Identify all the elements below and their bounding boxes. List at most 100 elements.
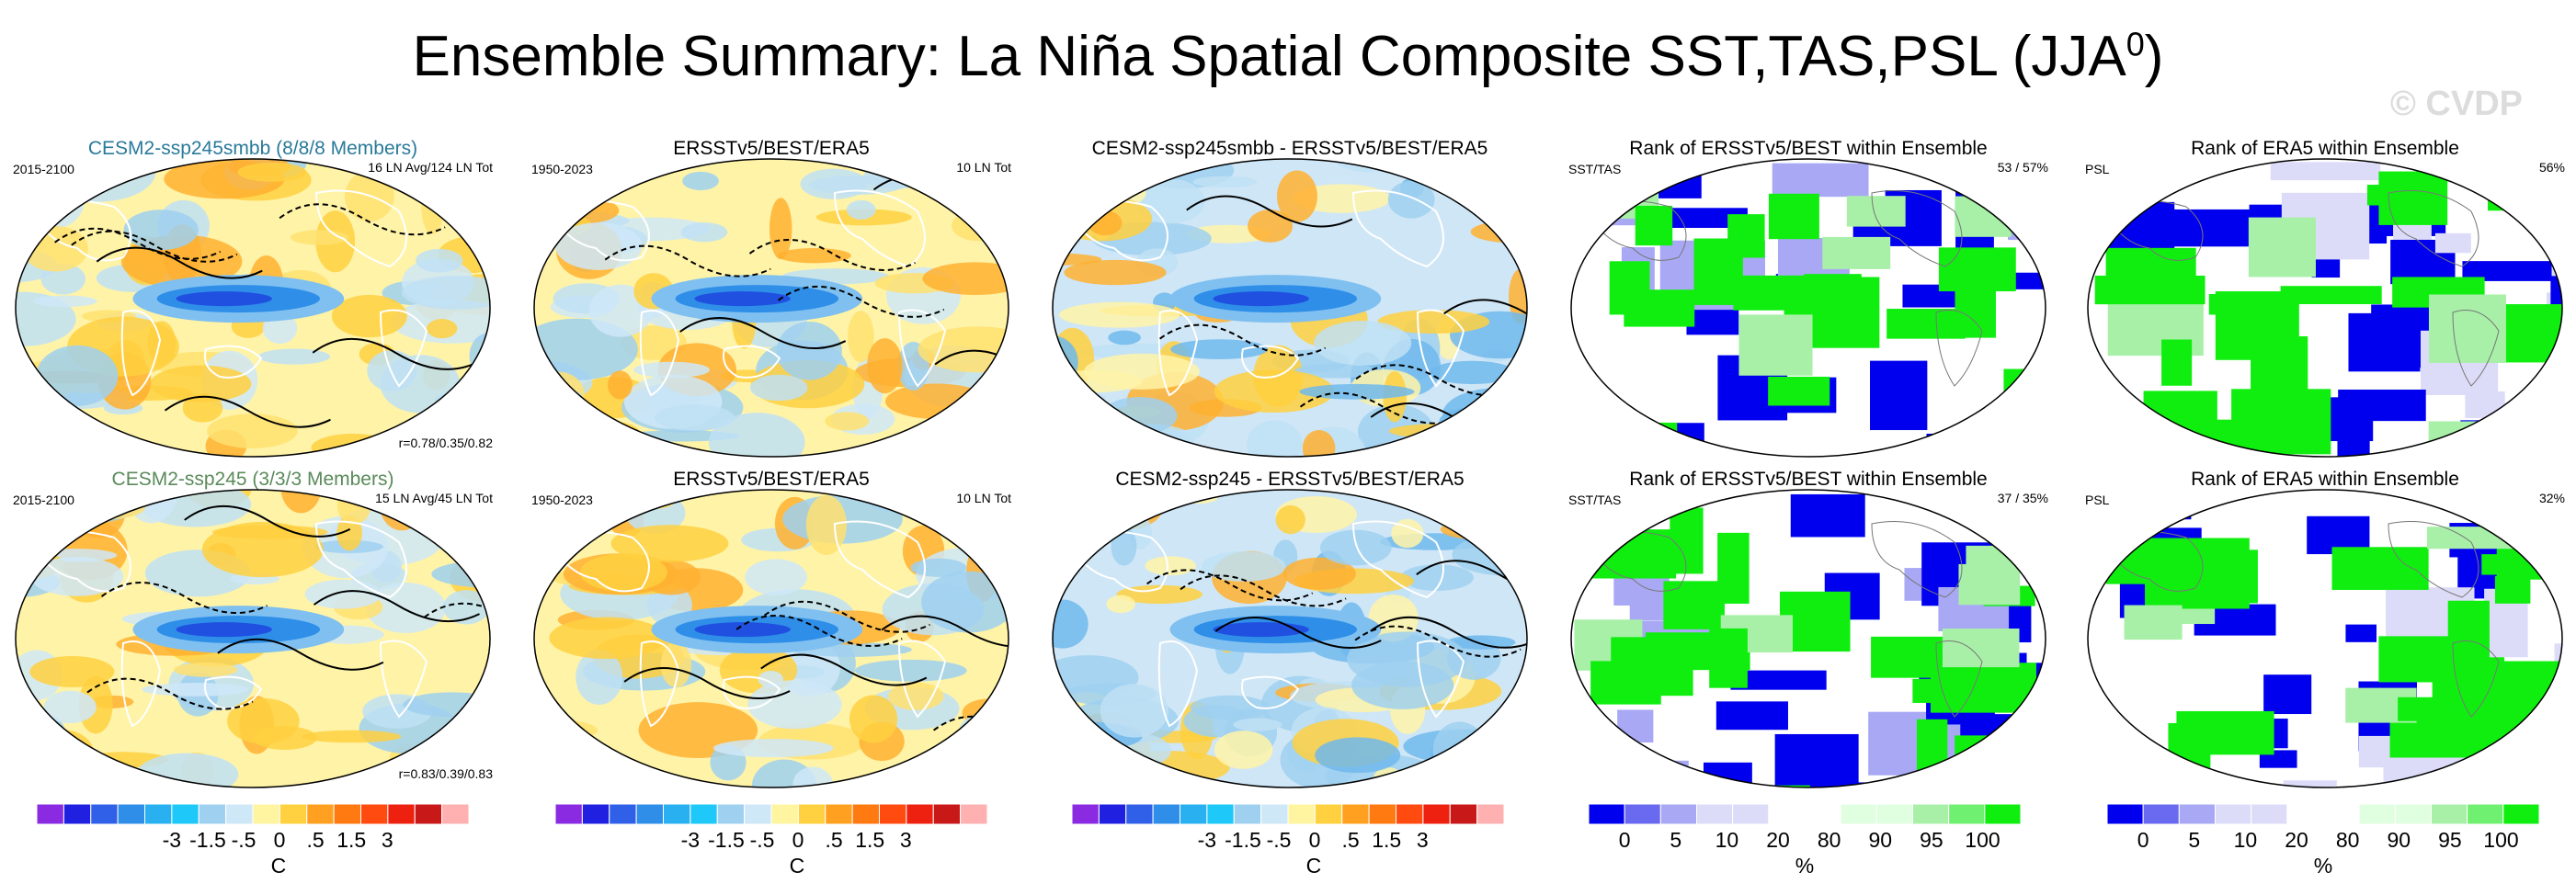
panel-right-label: 56% (2538, 160, 2565, 175)
colorbar-tick-label: 80 (1817, 828, 1841, 852)
colorbar-tick-label: 0 (1308, 828, 1321, 852)
colorbar-swatch (2178, 804, 2217, 824)
colorbar-swatch (555, 804, 583, 824)
colorbar-swatch (1732, 804, 1770, 824)
colorbar: -3 -1.5 -.5 0 .5 1.5 3 C (37, 804, 469, 887)
colorbar-swatch (414, 804, 443, 824)
colorbar-swatch (2394, 804, 2433, 824)
colorbar-tick-label: -3 (162, 828, 182, 852)
map-field (16, 159, 490, 457)
panel-left-label: 2015-2100 (13, 493, 74, 507)
colorbar-swatch (1260, 804, 1289, 824)
map-panel (533, 489, 1009, 788)
colorbar-tick-label: 0 (273, 828, 286, 852)
colorbar-tick-label: 20 (1766, 828, 1790, 852)
colorbar-tick-label: 10 (2233, 828, 2258, 852)
panel-right-label: 16 LN Avg/124 LN Tot (368, 160, 493, 175)
colorbar-swatch (1449, 804, 1478, 824)
colorbar: 0 5 10 20 80 90 95 100% (1589, 804, 2021, 887)
map-panel (533, 158, 1009, 458)
colorbar-tick-label: -.5 (1266, 828, 1292, 852)
colorbar-swatch (2215, 804, 2252, 824)
panel-title: CESM2-ssp245smbb - ERSSTv5/BEST/ERA5 (1091, 138, 1488, 159)
colorbar-tick-label: 0 (792, 828, 804, 852)
colorbar-tick-label: 1.5 (336, 828, 367, 852)
colorbar-swatch (716, 804, 746, 824)
colorbar-swatch (1180, 804, 1208, 824)
colorbar-swatch (144, 804, 173, 824)
colorbar-swatch (1125, 804, 1154, 824)
map-field (534, 159, 1009, 457)
map-border (15, 489, 491, 788)
panel-right-label: 10 LN Tot (956, 491, 1011, 505)
colorbar-tick-label: -.5 (749, 828, 775, 852)
map-field (1571, 159, 2046, 457)
colorbar: 0 5 10 20 80 90 95 100% (2107, 804, 2539, 887)
colorbar-tick-label: -1.5 (1225, 828, 1261, 852)
map-panel (2087, 489, 2563, 788)
map-border (1052, 489, 1528, 788)
map-panel (1052, 489, 1528, 788)
map-border (2087, 158, 2563, 458)
colorbar-swatch (1396, 804, 1424, 824)
colorbar-swatch (851, 804, 880, 824)
colorbar-swatch (252, 804, 280, 824)
panel-right-label: 37 / 35% (1997, 491, 2048, 505)
colorbar-swatch (609, 804, 637, 824)
map-field (1053, 490, 1527, 787)
panel-title: Rank of ERA5 within Ensemble (2191, 469, 2459, 490)
colorbar-swatch (581, 804, 610, 824)
colorbar-swatch (2358, 804, 2396, 824)
panel-correlation: r=0.78/0.35/0.82 (398, 436, 493, 450)
colorbar-tick-label: 90 (2387, 828, 2411, 852)
watermark: © CVDP (2389, 85, 2523, 123)
map-field (1053, 159, 1527, 457)
colorbar-swatch (1341, 804, 1370, 824)
colorbar-swatch (2322, 804, 2360, 824)
colorbar-swatch (1233, 804, 1262, 824)
colorbar-unit: C (1305, 854, 1322, 878)
panel-left-label: SST/TAS (1568, 493, 1622, 507)
panel-left-label: SST/TAS (1568, 162, 1622, 176)
colorbar-swatch (171, 804, 199, 824)
colorbar-tick-label: 20 (2285, 828, 2308, 852)
colorbar-swatch (2286, 804, 2324, 824)
colorbar-tick-label: -3 (680, 828, 701, 852)
colorbar-swatch (1875, 804, 1914, 824)
map-border (1570, 489, 2046, 788)
colorbar-swatch (879, 804, 907, 824)
panel-title: ERSSTv5/BEST/ERA5 (673, 138, 870, 159)
colorbar-swatch (1098, 804, 1127, 824)
colorbar-swatch (1768, 804, 1806, 824)
colorbar-tick-label: .5 (825, 828, 843, 852)
panel-left-label: 2015-2100 (13, 162, 74, 176)
colorbar-tick-label: 5 (2188, 828, 2201, 852)
colorbar-swatch (744, 804, 772, 824)
colorbar-tick-label: 1.5 (1372, 828, 1402, 852)
map-panel (1570, 158, 2046, 458)
colorbar-swatch (932, 804, 962, 824)
panel-left-label: PSL (2085, 493, 2110, 507)
colorbar-swatch (1206, 804, 1235, 824)
map-panel (2087, 158, 2563, 458)
colorbar-swatch (663, 804, 691, 824)
map-field (16, 490, 490, 787)
colorbar-tick-label: 3 (381, 828, 393, 852)
colorbar-unit: % (1795, 854, 1815, 878)
map-field (2088, 490, 2562, 787)
colorbar-tick-label: .5 (306, 828, 325, 852)
colorbar-swatch (770, 804, 799, 824)
colorbar-swatch (63, 804, 92, 824)
colorbar-tick-label: 95 (1920, 828, 1943, 852)
map-border (1570, 158, 2046, 458)
map-border (1052, 158, 1528, 458)
colorbar-tick-label: 10 (1715, 828, 1739, 852)
colorbar-swatch (1624, 804, 1661, 824)
colorbar-swatch (1948, 804, 1986, 824)
map-border (533, 158, 1009, 458)
colorbar-tick-label: 5 (1670, 828, 1682, 852)
panel-right-label: 32% (2538, 491, 2565, 505)
panel-title: CESM2-ssp245smbb (8/8/8 Members) (87, 138, 418, 159)
panel-left-label: 1950-2023 (531, 493, 593, 507)
colorbar-swatch (1589, 804, 1625, 824)
